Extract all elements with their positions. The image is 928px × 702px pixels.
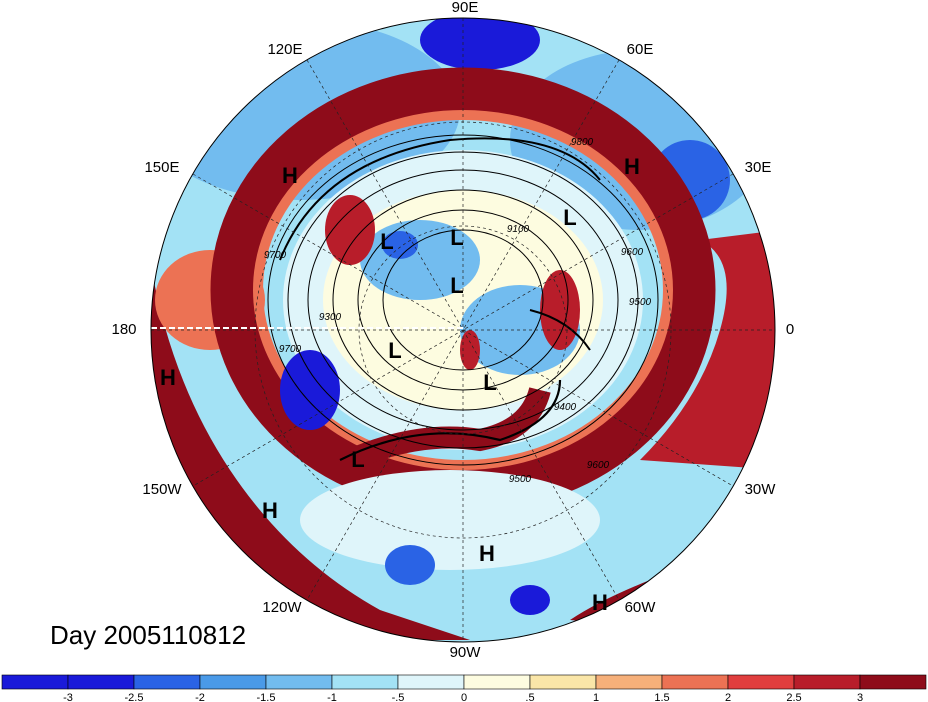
longitude-label: 120E (267, 41, 302, 58)
colorbar-tick-label: 1.5 (654, 692, 669, 702)
longitude-label: 60E (627, 41, 654, 58)
contour-value-label: 9800 (571, 137, 594, 148)
contour-value-label: 9600 (621, 247, 644, 258)
colorbar-swatch (661, 674, 729, 690)
contour-value-label: 9700 (279, 344, 302, 355)
longitude-label: 0 (786, 321, 794, 338)
colorbar-tick-label: -.5 (392, 692, 405, 702)
colorbar-swatch (265, 674, 333, 690)
colorbar-tick-label: -1.5 (257, 692, 276, 702)
colorbar-swatch (595, 674, 663, 690)
low-pressure-label: L (483, 370, 496, 395)
low-pressure-label: L (450, 225, 463, 250)
longitude-label: 90E (452, 0, 479, 16)
colorbar-swatch (199, 674, 267, 690)
colorbar-tick-label: -3 (63, 692, 73, 702)
anomaly-field (151, 18, 775, 642)
low-pressure-label: L (351, 447, 364, 472)
graticule (151, 18, 775, 642)
contour-value-label: 9700 (264, 250, 287, 261)
globe-outline (150, 17, 776, 643)
day-title: Day 2005110812 (50, 620, 247, 650)
longitude-label: 30W (745, 481, 777, 498)
longitude-label: 90W (450, 644, 482, 661)
low-pressure-label: L (388, 338, 401, 363)
colorbar-tick-label: 2.5 (786, 692, 801, 702)
longitude-label: 180 (111, 321, 136, 338)
low-pressure-label: L (380, 229, 393, 254)
longitude-label: 150W (142, 481, 182, 498)
colorbar-swatch (397, 674, 465, 690)
longitude-label: 120W (262, 599, 302, 616)
colorbar-swatch (1, 674, 69, 690)
high-pressure-label: H (479, 541, 495, 566)
contour-value-label: 9400 (554, 402, 577, 413)
colorbar-swatch (331, 674, 399, 690)
longitude-label: 60W (625, 599, 657, 616)
contour-labels: 9100 9300 9400 9500 9500 9600 9600 9700 9700 9800 (264, 137, 652, 485)
colorbar-swatch (67, 674, 135, 690)
contour-value-label: 9500 (509, 474, 532, 485)
colorbar-swatch (727, 674, 795, 690)
colorbar-tick-label: 2 (725, 692, 731, 702)
low-pressure-label: L (450, 273, 463, 298)
high-pressure-label: H (624, 154, 640, 179)
contour-value-label: 9500 (629, 297, 652, 308)
colorbar-swatch (463, 674, 531, 690)
colorbar-tick-label: .5 (525, 692, 534, 702)
colorbar-tick-label: -2.5 (125, 692, 144, 702)
colorbar-tick-label: 0 (461, 692, 467, 702)
contour-value-label: 9300 (319, 312, 342, 323)
contour-value-label: 9100 (507, 224, 530, 235)
colorbar: -3 -2.5 -2 -1.5 -1 -.5 0 .5 1 1.5 2 2.5 3 (1, 674, 927, 702)
colorbar-tick-label: 1 (593, 692, 599, 702)
high-pressure-label: H (262, 498, 278, 523)
colorbar-tick-label: -1 (327, 692, 337, 702)
colorbar-tick-label: 3 (857, 692, 863, 702)
longitude-label: 150E (144, 159, 179, 176)
colorbar-tick-label: -2 (195, 692, 205, 702)
contour-value-label: 9600 (587, 460, 610, 471)
colorbar-swatch (793, 674, 861, 690)
longitude-label: 30E (745, 159, 772, 176)
low-pressure-label: L (563, 205, 576, 230)
longitude-labels: 90E 60E 30E 0 30W 60W 90W 120W 150W 180 150E 120E (111, 0, 794, 661)
high-pressure-label: H (592, 590, 608, 615)
colorbar-swatch (529, 674, 597, 690)
high-pressure-label: H (282, 163, 298, 188)
high-pressure-label: H (160, 365, 176, 390)
colorbar-swatch (859, 674, 927, 690)
colorbar-swatch (133, 674, 201, 690)
